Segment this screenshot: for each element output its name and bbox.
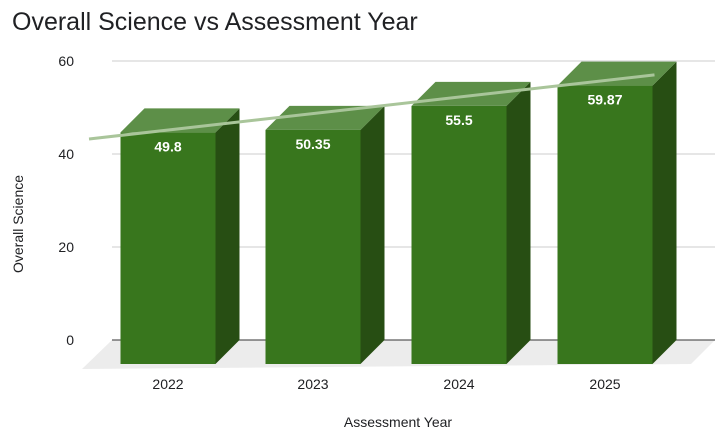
bar-2024	[412, 106, 507, 364]
y-tick-label: 60	[58, 53, 74, 69]
bar-2023	[266, 130, 361, 364]
bar-2025	[558, 86, 653, 364]
x-axis-title: Assessment Year	[344, 414, 453, 430]
y-axis-title: Overall Science	[10, 175, 26, 273]
bar-2022-side	[216, 108, 240, 364]
bar-2025-side	[653, 62, 677, 364]
y-tick-label: 40	[58, 146, 74, 162]
data-label: 50.35	[295, 136, 330, 152]
data-label: 59.87	[587, 92, 622, 108]
x-tick-label: 2022	[152, 376, 183, 392]
bar-2022	[121, 132, 216, 364]
data-label: 55.5	[445, 112, 472, 128]
x-tick-label: 2024	[443, 376, 474, 392]
bar-2024-side	[507, 82, 531, 364]
data-label: 49.8	[154, 138, 181, 154]
y-tick-label: 0	[66, 332, 74, 348]
y-tick-label: 20	[58, 239, 74, 255]
bar-2023-side	[361, 106, 385, 364]
x-tick-label: 2025	[589, 376, 620, 392]
x-tick-label: 2023	[297, 376, 328, 392]
